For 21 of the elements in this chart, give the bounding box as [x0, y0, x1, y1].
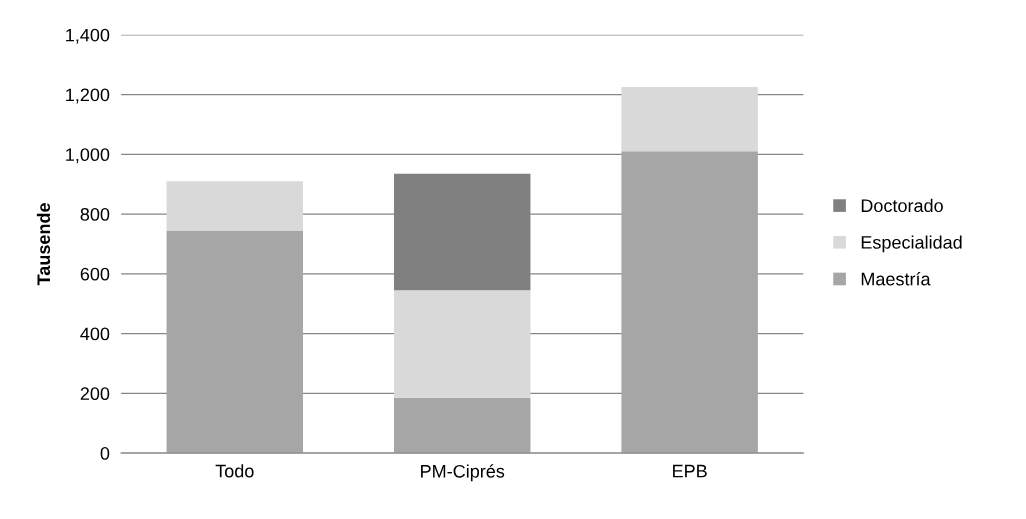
x-tick-label: PM-Ciprés: [421, 464, 505, 482]
bar: [166, 230, 304, 454]
legend-label: Especialidad: [861, 235, 962, 253]
y-tick-label: 400: [80, 327, 110, 341]
y-tick-label: 200: [80, 387, 110, 401]
bar: [621, 87, 758, 152]
y-axis-title: Tausende: [36, 203, 51, 286]
bar: [393, 397, 531, 454]
x-tick-label: EPB: [673, 464, 707, 478]
legend-label: Maestría: [861, 272, 931, 286]
y-tick-label: 800: [80, 207, 110, 221]
x-tick-label: Todo: [215, 464, 254, 478]
bar: [166, 181, 304, 231]
bar: [393, 290, 531, 398]
y-tick-label: 1,000: [66, 148, 110, 164]
legend-label: Doctorado: [861, 198, 943, 213]
y-tick-label: 600: [80, 267, 110, 281]
y-tick-label: 1,400: [66, 28, 110, 44]
y-tick-label: 1,200: [66, 88, 110, 104]
bar: [621, 151, 758, 454]
y-tick-label: 0: [100, 447, 110, 460]
